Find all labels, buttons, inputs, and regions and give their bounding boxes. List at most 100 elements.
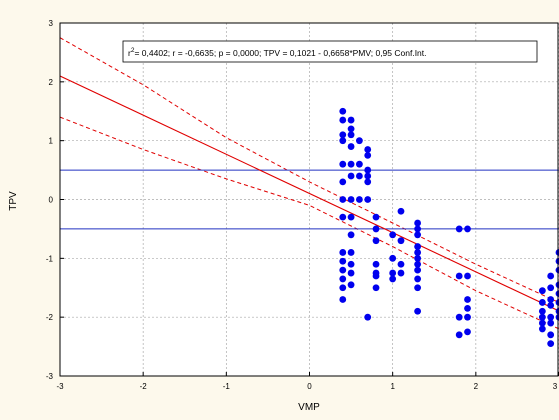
- data-point: [339, 275, 347, 283]
- data-point: [414, 260, 422, 268]
- data-point: [538, 299, 546, 306]
- data-point: [347, 269, 355, 277]
- stats-legend-superscript: 2: [131, 47, 135, 54]
- data-point: [339, 137, 347, 145]
- data-point: [364, 178, 372, 186]
- y-tick-label: 0: [49, 196, 54, 205]
- confidence-band: [59, 37, 559, 330]
- data-point: [397, 269, 405, 277]
- data-point: [414, 225, 422, 233]
- data-point: [414, 231, 422, 239]
- y-tick-label: 2: [49, 78, 54, 87]
- data-point: [547, 272, 555, 280]
- x-tick-label: 3: [553, 382, 558, 391]
- stats-legend-text: r2= 0,4402; r = -0,6635; p = 0,0000; TPV…: [128, 47, 427, 58]
- data-point: [347, 143, 355, 150]
- data-point: [389, 231, 397, 239]
- data-point: [347, 249, 355, 256]
- data-point: [538, 313, 546, 321]
- x-tick-label: -1: [223, 382, 231, 391]
- data-point: [389, 254, 397, 262]
- data-point: [538, 307, 546, 315]
- data-point: [339, 196, 347, 203]
- data-point: [364, 196, 372, 203]
- data-point: [538, 287, 546, 295]
- y-axis-title: TPV: [8, 191, 19, 211]
- data-point: [414, 266, 422, 274]
- x-tick-label: -2: [140, 382, 148, 391]
- data-point: [464, 313, 471, 321]
- data-point: [547, 284, 555, 292]
- y-tick-label: 1: [49, 137, 54, 146]
- regression-line: [59, 75, 559, 312]
- data-point: [339, 266, 347, 274]
- data-point: [464, 304, 471, 312]
- data-point: [364, 146, 372, 153]
- data-point: [372, 213, 380, 221]
- data-point: [372, 284, 380, 292]
- data-point: [464, 328, 471, 336]
- data-point: [356, 137, 363, 145]
- data-point: [372, 260, 380, 268]
- data-point: [372, 237, 380, 245]
- data-point: [339, 107, 347, 115]
- data-point: [347, 260, 355, 268]
- data-point: [347, 131, 355, 139]
- data-point: [547, 313, 555, 321]
- data-point: [347, 196, 355, 203]
- data-point: [339, 296, 347, 303]
- data-point: [397, 260, 405, 268]
- data-point: [389, 275, 397, 283]
- data-point: [397, 237, 405, 245]
- data-point: [347, 172, 355, 180]
- data-point: [339, 213, 347, 221]
- data-point: [356, 172, 363, 180]
- x-tick-label: -3: [56, 382, 64, 391]
- data-point: [372, 225, 380, 233]
- data-point: [455, 272, 463, 280]
- data-point: [364, 313, 372, 321]
- stats-legend: r2= 0,4402; r = -0,6635; p = 0,0000; TPV…: [122, 40, 538, 63]
- confidence-band-lower: [59, 116, 559, 330]
- stats-legend-body: = 0,4402; r = -0,6635; p = 0,0000; TPV =…: [134, 48, 426, 58]
- data-point: [356, 160, 363, 168]
- data-point: [538, 319, 546, 327]
- data-points: [339, 107, 559, 348]
- y-tick-label: -3: [46, 372, 54, 381]
- x-tick-label: 2: [474, 382, 479, 391]
- data-point: [347, 281, 355, 289]
- data-point: [339, 116, 347, 124]
- data-point: [356, 196, 363, 203]
- stats-legend-box: [122, 40, 538, 63]
- data-point: [339, 160, 347, 168]
- y-axis-ticks: 3 2 1 0 -1 -2 -3: [46, 19, 64, 381]
- data-point: [547, 340, 555, 348]
- data-point: [339, 178, 347, 186]
- data-point: [464, 272, 471, 280]
- x-axis-title: VMP: [298, 402, 320, 413]
- data-point: [364, 172, 372, 180]
- data-point: [455, 313, 463, 321]
- data-point: [347, 116, 355, 124]
- data-point: [455, 225, 463, 233]
- stats-legend-prefix: r: [128, 48, 131, 58]
- data-point: [464, 225, 471, 233]
- data-point: [347, 125, 355, 133]
- data-point: [364, 151, 372, 159]
- data-point: [464, 296, 471, 303]
- x-tick-label: 1: [390, 382, 395, 391]
- data-point: [389, 269, 397, 277]
- data-point: [414, 254, 422, 262]
- y-tick-label: -2: [46, 313, 54, 322]
- y-tick-label: -1: [46, 254, 54, 263]
- data-point: [547, 296, 555, 303]
- data-point: [414, 219, 422, 227]
- x-axis-ticks: -3 -2 -1 0 1 2 3: [56, 372, 559, 391]
- data-point: [547, 331, 555, 339]
- data-point: [538, 325, 546, 333]
- data-point: [372, 272, 380, 280]
- data-point: [339, 249, 347, 256]
- data-point: [339, 257, 347, 265]
